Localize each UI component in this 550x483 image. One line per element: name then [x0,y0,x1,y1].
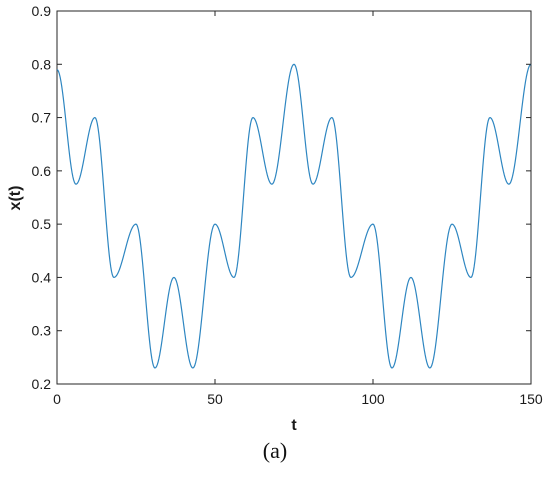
series-layer [56,63,532,369]
y-tick-label: 0.6 [32,163,52,179]
axes-frame [56,10,532,385]
y-tick-label: 0.9 [32,3,52,19]
y-tick-label: 0.8 [32,56,52,72]
series-line-0 [56,63,532,369]
y-tick-label: 0.3 [32,323,52,339]
y-axis-label: x(t) [7,186,24,211]
y-tick-label: 0.5 [32,216,52,232]
x-axis-label: t [291,417,297,430]
ticks-layer: 0 50 100 150 0.2 0.3 0.4 0.5 0.6 0.7 0.8 0.9 [32,3,543,407]
figure-caption: (a) [262,438,288,463]
line-chart: 0 50 100 150 0.2 0.3 0.4 0.5 0.6 0.7 0.8 0.9 t x(t) [7,3,543,430]
y-tick-label: 0.7 [32,110,52,126]
x-tick-label: 0 [53,391,61,407]
y-tick-label: 0.4 [32,269,52,285]
plot-area-border [56,10,532,385]
x-tick-label: 100 [361,391,385,407]
x-tick-label: 50 [207,391,223,407]
y-tick-label: 0.2 [32,376,52,392]
x-tick-label: 150 [519,391,543,407]
